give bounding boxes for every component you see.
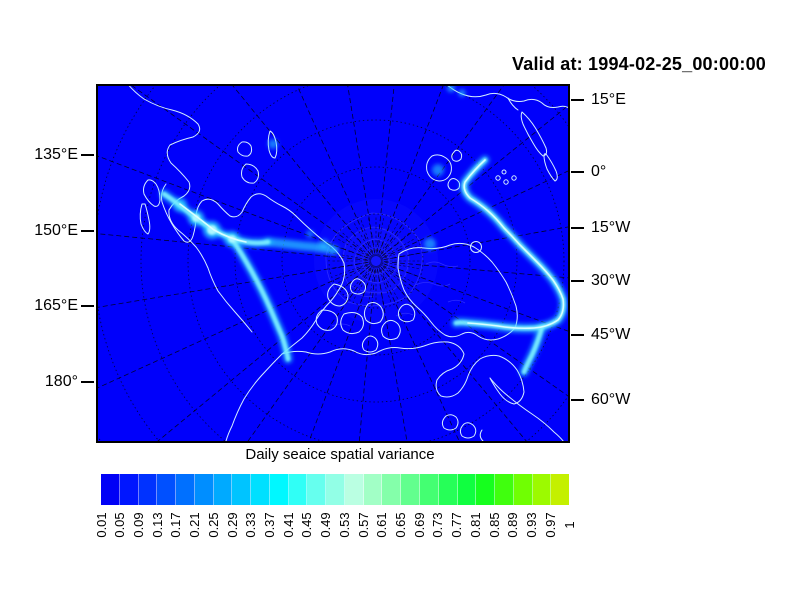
franz-josef-4 <box>501 169 507 175</box>
arch-island-7 <box>361 335 379 353</box>
right-tick-mark <box>571 334 584 336</box>
island-delong-2 <box>241 163 259 184</box>
right-tick-label: 15°E <box>591 91 626 108</box>
bear-island <box>470 241 482 253</box>
right-tick-mark <box>571 99 584 101</box>
svalbard-3 <box>451 149 463 162</box>
arch-island-3 <box>315 309 338 331</box>
colorbar-segment <box>251 474 270 505</box>
colorbar-segment <box>307 474 327 505</box>
right-tick-mark <box>571 171 584 173</box>
colorbar-segment <box>551 474 570 505</box>
white-sea-notch <box>507 97 519 111</box>
right-tick-label: 0° <box>591 163 607 180</box>
colorbar-segment <box>495 474 514 505</box>
colorbar-segment <box>119 474 139 505</box>
left-tick-label: 165°E <box>34 297 78 314</box>
left-tick-label: 180° <box>44 373 78 390</box>
colorbar-segment <box>101 474 120 505</box>
arch-island-5 <box>363 302 384 325</box>
colorbar-segment <box>157 474 177 505</box>
arch-island-1 <box>327 283 349 307</box>
colorbar-segment <box>363 474 383 505</box>
colorbar-segment <box>194 474 214 505</box>
great-lake-2 <box>459 422 477 439</box>
map-border <box>96 84 570 443</box>
left-tick-label: 135°E <box>34 146 78 163</box>
colorbar-segment <box>326 474 345 505</box>
map-caption: Daily seaice spatial variance <box>245 446 435 463</box>
arch-island-8 <box>397 303 416 323</box>
colorbar-segment <box>232 474 252 505</box>
right-tick-label: 30°W <box>591 272 631 289</box>
novaya-zemlya-1 <box>520 111 548 157</box>
right-tick-label: 60°W <box>591 391 631 408</box>
coast-greenland <box>397 242 518 341</box>
colorbar-segment <box>457 474 477 505</box>
colorbar-segment <box>138 474 158 505</box>
colorbar-segment <box>288 474 308 505</box>
right-tick-mark <box>571 227 584 229</box>
left-tick-mark <box>81 305 94 307</box>
pole-variance-patch <box>314 199 438 323</box>
figure-title: Valid at: 1994-02-25_00:00:00 <box>512 54 766 74</box>
colorbar-segment <box>420 474 439 505</box>
left-tick-label: 150°E <box>34 222 78 239</box>
colorbar-segment <box>513 474 533 505</box>
arctic-map <box>96 84 570 443</box>
left-tick-mark <box>81 230 94 232</box>
great-lake-3 <box>479 429 484 442</box>
colorbar-segment <box>382 474 402 505</box>
svalbard-1 <box>426 154 452 182</box>
colorbar-segment <box>213 474 233 505</box>
franz-josef-1 <box>495 175 501 181</box>
right-tick-label: 15°W <box>591 219 631 236</box>
coast-sakhalin <box>139 203 151 235</box>
arch-island-6 <box>381 319 401 341</box>
svalbard-2 <box>447 178 461 191</box>
colorbar-segment <box>476 474 496 505</box>
colorbar-segment <box>532 474 552 505</box>
coast-siberia <box>127 84 253 333</box>
coast-okhotsk-islands <box>143 179 161 207</box>
right-tick-mark <box>571 399 584 401</box>
right-tick-mark <box>571 280 584 282</box>
left-tick-mark <box>81 381 94 383</box>
colorbar-segment <box>176 474 195 505</box>
arch-island-4 <box>340 312 364 335</box>
arch-island-2 <box>349 278 367 295</box>
great-lake-1 <box>441 414 459 431</box>
colorbar-segment <box>438 474 458 505</box>
franz-josef-3 <box>511 175 517 181</box>
coast-labrador <box>489 377 565 443</box>
right-tick-label: 45°W <box>591 326 631 343</box>
map-panel <box>96 84 570 443</box>
coast-north-america <box>281 341 525 405</box>
colorbar-segment <box>344 474 364 505</box>
novaya-zemlya-2 <box>543 153 558 182</box>
colorbar <box>100 473 570 506</box>
colorbar-segment <box>401 474 421 505</box>
franz-josef-2 <box>503 179 509 185</box>
colorbar-segment <box>269 474 289 505</box>
island-delong-1 <box>237 141 253 157</box>
left-tick-mark <box>81 154 94 156</box>
coast-kamchatka <box>161 183 297 243</box>
